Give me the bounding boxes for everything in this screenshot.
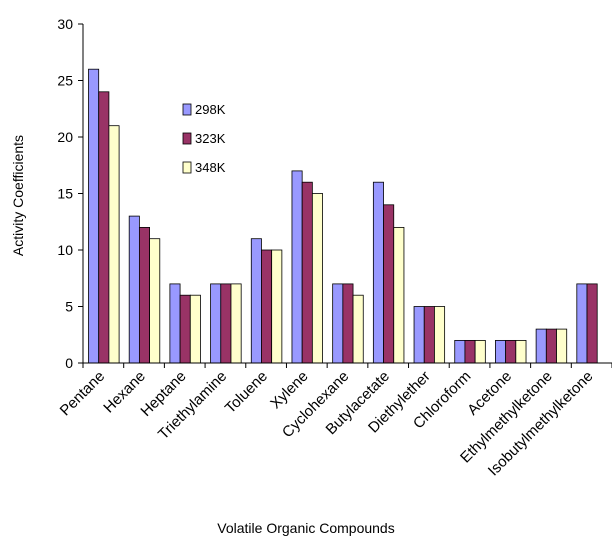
bar-348k-chloroform <box>474 339 486 364</box>
bar-323k-diethylether <box>423 306 435 364</box>
bar-298k-hexane <box>128 215 140 364</box>
bar-298k-xylene <box>291 170 303 364</box>
bar-323k-chloroform <box>464 339 476 364</box>
bar-298k-chloroform <box>454 339 466 364</box>
legend-label-323k: 323K <box>195 131 226 146</box>
bar-348k-cyclohexane <box>352 294 364 364</box>
bar-323k-pentane <box>98 91 110 364</box>
bar-298k-ethylmethylketone <box>535 328 547 364</box>
bar-298k-cyclohexane <box>332 283 344 364</box>
bar-323k-toluene <box>261 249 273 364</box>
bar-348k-heptane <box>189 294 201 364</box>
y-axis-ticks: 0 5 10 15 20 25 30 <box>57 16 83 371</box>
x-tick-label-toluene: Toluene <box>222 368 271 417</box>
bar-348k-hexane <box>149 238 161 364</box>
y-tick-label: 5 <box>65 299 73 315</box>
legend-label-298k: 298K <box>195 102 226 117</box>
bar-298k-triethylamine <box>210 283 222 364</box>
y-tick-label: 20 <box>57 129 73 145</box>
bar-298k-acetone <box>495 339 507 364</box>
bar-323k-cyclohexane <box>342 283 354 364</box>
y-tick-label: 30 <box>57 16 73 32</box>
bar-group <box>88 68 598 364</box>
bar-323k-xylene <box>301 181 313 364</box>
y-tick-label: 15 <box>57 186 73 202</box>
legend-swatch-298k <box>182 103 192 116</box>
legend-swatch-348k <box>182 161 192 174</box>
bar-348k-ethylmethylketone <box>556 328 568 364</box>
y-tick-label: 25 <box>57 73 73 89</box>
bar-348k-toluene <box>271 249 283 364</box>
bar-298k-pentane <box>88 68 100 364</box>
y-axis-title: Activity Coefficients <box>10 135 26 256</box>
bar-348k-triethylamine <box>230 283 242 364</box>
bar-323k-heptane <box>179 294 191 364</box>
legend-label-348k: 348K <box>195 160 226 175</box>
bar-323k-hexane <box>138 226 150 364</box>
bar-298k-heptane <box>169 283 181 364</box>
bar-348k-acetone <box>515 339 527 364</box>
bar-298k-isobutylmethylketone <box>576 283 588 364</box>
bar-323k-acetone <box>505 339 517 364</box>
x-axis-title: Volatile Organic Compounds <box>217 520 394 536</box>
bar-323k-butylacetate <box>383 204 395 364</box>
bar-323k-ethylmethylketone <box>545 328 557 364</box>
bar-298k-butylacetate <box>372 181 384 364</box>
bar-348k-xylene <box>311 193 323 364</box>
y-tick-label: 0 <box>65 355 73 371</box>
x-axis-ticks: PentaneHexaneHeptaneTriethylamineToluene… <box>57 363 612 479</box>
bar-298k-toluene <box>250 238 262 364</box>
bar-348k-diethylether <box>434 306 446 364</box>
bar-298k-diethylether <box>413 306 425 364</box>
legend: 298K 323K 348K <box>182 102 226 175</box>
bar-323k-isobutylmethylketone <box>586 283 598 364</box>
y-tick-label: 10 <box>57 242 73 258</box>
bar-348k-butylacetate <box>393 226 405 364</box>
bar-348k-pentane <box>108 125 120 364</box>
legend-swatch-323k <box>182 132 192 145</box>
bar-323k-triethylamine <box>220 283 232 364</box>
x-tick-label-pentane: Pentane <box>57 368 109 420</box>
